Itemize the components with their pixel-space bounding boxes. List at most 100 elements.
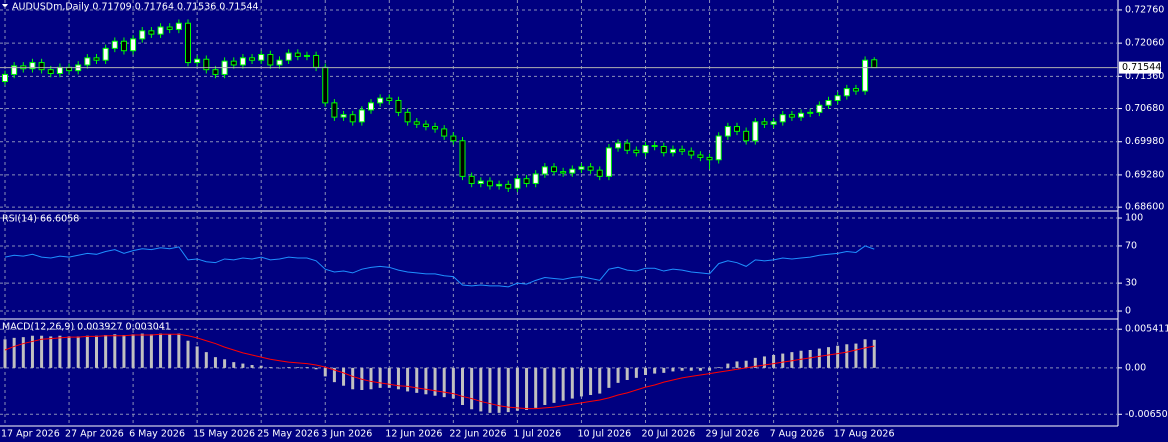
macd-bar [177,333,181,368]
candle-body [523,178,530,184]
candle-body [267,54,274,66]
candle-body [441,128,448,137]
candle-body [84,57,91,66]
macd-bar [195,346,199,368]
y-tick-label: 0.72060 [1125,38,1164,49]
macd-bar [287,367,291,368]
candle-body [706,156,713,161]
panel-title: AUDUSDm,Daily 0.71709 0.71764 0.71536 0.… [12,2,259,13]
grid-layer [0,0,1122,426]
macd-bar [790,352,794,368]
macd-bar [140,333,144,368]
macd-bar [470,367,474,410]
last-price-label: 0.71544 [1122,62,1161,73]
macd-bar [296,367,300,368]
y-tick-label: 0.69980 [1125,136,1164,147]
macd-bar [689,367,693,371]
candle-body [761,121,768,125]
macd-bar [836,345,840,368]
macd-bar [67,336,71,368]
candle-body [175,22,182,30]
macd-bar [415,367,419,393]
candle-body [734,126,740,132]
candle-body [368,102,374,111]
candle-body [450,135,457,142]
macd-bar [424,367,428,395]
mark-layer [0,19,1118,413]
signal-line [4,333,875,410]
x-tick-label: 17 Aug 2026 [834,429,895,440]
candle-body [697,154,704,158]
macd-bar [817,348,821,368]
macd-bar [781,353,785,368]
macd-bar [717,367,721,368]
candle-body [596,169,603,177]
x-tick-label: 7 Aug 2026 [770,429,825,440]
macd-bar [58,335,62,368]
candle-body [551,166,557,173]
macd-bar [488,367,492,413]
x-tick-label: 20 Jul 2026 [642,429,696,440]
candle-body [679,148,686,152]
macd-bar [506,367,510,413]
candle-body [120,40,127,52]
macd-bar [49,336,53,368]
candle-body [560,171,567,174]
candle-body [432,126,439,130]
macd-bar [662,367,666,373]
candle-body [669,148,676,154]
macd-bar [827,347,830,368]
macd-bar [644,367,647,375]
candle-body [779,114,786,123]
candle-body [624,142,631,151]
candle-body [532,173,539,184]
macd-bar [85,335,89,368]
candle-body [660,145,667,154]
candle-body [249,57,256,61]
x-tick-label: 6 May 2026 [129,429,185,440]
macd-bar [579,367,583,397]
macd-bar [76,336,80,368]
macd-bar [278,367,281,369]
y-tick-label: 0.005411 [1125,324,1168,335]
macd-bar [268,367,272,368]
candle-body [340,114,347,118]
candle-body [825,99,832,106]
macd-bar [232,362,236,368]
macd-bar [561,367,565,401]
macd-bar [451,367,455,399]
macd-bar [113,334,117,368]
macd-bar [131,334,135,368]
candle-body [541,166,548,175]
candle-body [386,97,393,101]
candle-body [139,30,146,40]
macd-bar [30,335,34,368]
candle-body [843,88,850,97]
y-tick-label: 0 [1125,306,1131,317]
y-tick-label: 0.72760 [1125,4,1164,15]
candle-body [395,99,402,113]
macd-bar [616,367,620,383]
candle-body [496,183,503,187]
x-tick-label: 15 May 2026 [193,429,255,440]
macd-bar [351,367,355,390]
x-tick-label: 1 Jul 2026 [513,429,561,440]
macd-bar [406,367,410,392]
x-tick-label: 17 Apr 2026 [1,429,60,440]
candle-body [651,145,658,148]
candle-body [807,111,814,114]
candle-body [715,135,722,161]
macd-bar [95,335,98,368]
macd-bar [223,359,227,368]
candle-body [798,112,805,118]
candle-body [615,142,622,149]
macd-bar [872,339,876,368]
candle-body [834,95,841,101]
candle-body [294,52,301,57]
candle-body [578,166,585,170]
candle-body [2,73,8,83]
candle-body [404,111,411,123]
candle-body [166,26,173,30]
